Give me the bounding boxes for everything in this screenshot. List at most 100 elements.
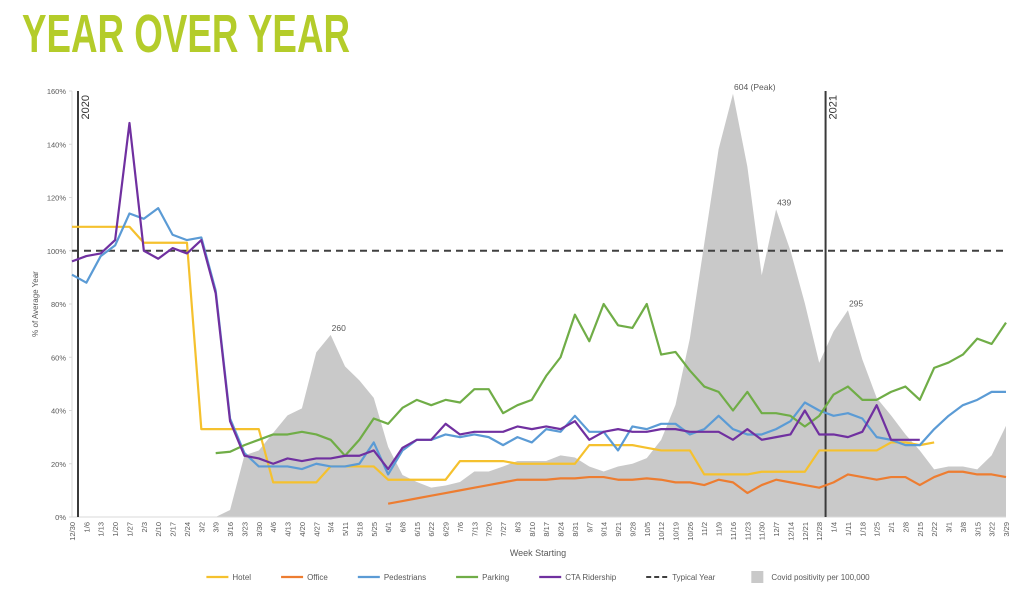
x-tick-label: 3/1 xyxy=(945,522,954,532)
x-tick-label: 3/29 xyxy=(1002,522,1011,537)
x-tick-label: 1/13 xyxy=(97,522,106,537)
x-tick-label: 8/17 xyxy=(542,522,551,537)
legend-label: Hotel xyxy=(232,573,251,582)
x-tick-label: 9/28 xyxy=(628,522,637,537)
x-tick-label: 1/6 xyxy=(82,522,91,532)
x-tick-label: 5/25 xyxy=(370,522,379,537)
x-tick-label: 8/31 xyxy=(571,522,580,537)
year-label: 2021 xyxy=(828,95,840,119)
x-tick-label: 4/6 xyxy=(269,522,278,532)
x-tick-label: 7/20 xyxy=(485,522,494,537)
x-tick-label: 8/3 xyxy=(513,522,522,532)
x-tick-label: 2/17 xyxy=(169,522,178,537)
covid-annotation: 295 xyxy=(849,298,863,308)
x-tick-label: 5/11 xyxy=(341,522,350,536)
x-tick-label: 3/30 xyxy=(255,522,264,537)
legend-label: Pedestrians xyxy=(384,573,426,582)
x-tick-label: 5/18 xyxy=(355,522,364,537)
covid-annotation: 604 (Peak) xyxy=(734,82,776,92)
x-tick-label: 12/7 xyxy=(772,522,781,537)
series-line xyxy=(72,225,935,484)
y-tick-label: 160% xyxy=(47,87,67,96)
y-axis-label: % of Average Year xyxy=(31,271,40,337)
x-tick-label: 10/12 xyxy=(657,522,666,541)
x-tick-label: 11/2 xyxy=(700,522,709,536)
x-tick-label: 5/4 xyxy=(327,522,336,532)
x-tick-label: 12/30 xyxy=(68,522,77,541)
legend-label: Covid positivity per 100,000 xyxy=(771,573,870,582)
legend-label: Parking xyxy=(482,573,509,582)
x-tick-label: 9/14 xyxy=(600,522,609,537)
year-label: 2020 xyxy=(80,95,92,119)
x-tick-label: 3/23 xyxy=(240,522,249,537)
x-tick-label: 7/6 xyxy=(456,522,465,532)
y-tick-label: 20% xyxy=(51,460,66,469)
series-line xyxy=(215,302,1007,457)
x-tick-label: 1/25 xyxy=(873,522,882,537)
chart-title: YEAR OVER YEAR xyxy=(22,4,350,64)
x-tick-label: 3/9 xyxy=(212,522,221,532)
y-tick-label: 0% xyxy=(55,513,66,522)
x-tick-label: 1/4 xyxy=(830,522,839,532)
x-tick-label: 11/16 xyxy=(729,522,738,540)
x-tick-label: 9/7 xyxy=(585,522,594,532)
x-tick-label: 6/15 xyxy=(413,522,422,537)
y-tick-label: 100% xyxy=(47,247,67,256)
x-tick-label: 2/10 xyxy=(154,522,163,537)
y-tick-label: 80% xyxy=(51,300,66,309)
x-tick-label: 2/22 xyxy=(930,522,939,537)
x-tick-label: 12/14 xyxy=(786,522,795,541)
x-tick-label: 1/18 xyxy=(858,522,867,537)
covid-annotation: 439 xyxy=(777,197,791,207)
covid-area xyxy=(215,93,1006,517)
x-tick-label: 4/13 xyxy=(284,522,293,537)
legend-label: Office xyxy=(307,573,328,582)
y-tick-label: 60% xyxy=(51,353,66,362)
x-tick-label: 7/27 xyxy=(499,522,508,537)
y-tick-label: 40% xyxy=(51,407,66,416)
x-tick-label: 4/20 xyxy=(298,522,307,537)
x-tick-label: 1/20 xyxy=(111,522,120,537)
x-tick-label: 2/1 xyxy=(887,522,896,532)
x-tick-label: 2/15 xyxy=(916,522,925,537)
series-line xyxy=(71,121,920,471)
x-tick-label: 8/24 xyxy=(557,522,566,537)
x-tick-label: 6/22 xyxy=(427,522,436,537)
x-tick-label: 12/21 xyxy=(801,522,810,541)
covid-annotation: 260 xyxy=(332,323,346,333)
x-tick-label: 1/27 xyxy=(125,522,134,537)
y-tick-label: 120% xyxy=(47,194,67,203)
x-tick-label: 11/23 xyxy=(743,522,752,540)
x-tick-label: 11/9 xyxy=(715,522,724,536)
x-tick-label: 6/29 xyxy=(442,522,451,537)
x-tick-label: 11/30 xyxy=(758,522,767,540)
x-tick-label: 10/26 xyxy=(686,522,695,541)
x-axis-label: Week Starting xyxy=(510,548,566,558)
x-tick-label: 3/15 xyxy=(973,522,982,537)
x-tick-label: 10/19 xyxy=(672,522,681,541)
x-tick-label: 1/11 xyxy=(844,522,853,536)
x-tick-label: 7/13 xyxy=(470,522,479,537)
series-line xyxy=(387,470,1007,505)
x-tick-label: 6/1 xyxy=(384,522,393,532)
x-tick-label: 3/22 xyxy=(988,522,997,537)
x-tick-label: 2/8 xyxy=(901,522,910,532)
x-tick-label: 3/2 xyxy=(197,522,206,532)
x-tick-label: 10/5 xyxy=(643,522,652,537)
x-tick-label: 12/28 xyxy=(815,522,824,541)
x-tick-label: 8/10 xyxy=(528,522,537,537)
x-tick-label: 2/24 xyxy=(183,522,192,537)
x-tick-label: 4/27 xyxy=(312,522,321,537)
x-tick-label: 9/21 xyxy=(614,522,623,537)
x-tick-label: 6/8 xyxy=(398,522,407,532)
y-tick-label: 140% xyxy=(47,140,67,149)
legend-label: CTA Ridership xyxy=(565,573,617,582)
x-tick-label: 3/8 xyxy=(959,522,968,532)
legend-label: Typical Year xyxy=(672,573,715,582)
x-tick-label: 2/3 xyxy=(140,522,149,532)
legend: Hotel Office Pedestrians Parking CTA Ridersh… xyxy=(206,571,870,583)
x-tick-label: 3/16 xyxy=(226,522,235,537)
legend-swatch xyxy=(751,571,764,583)
